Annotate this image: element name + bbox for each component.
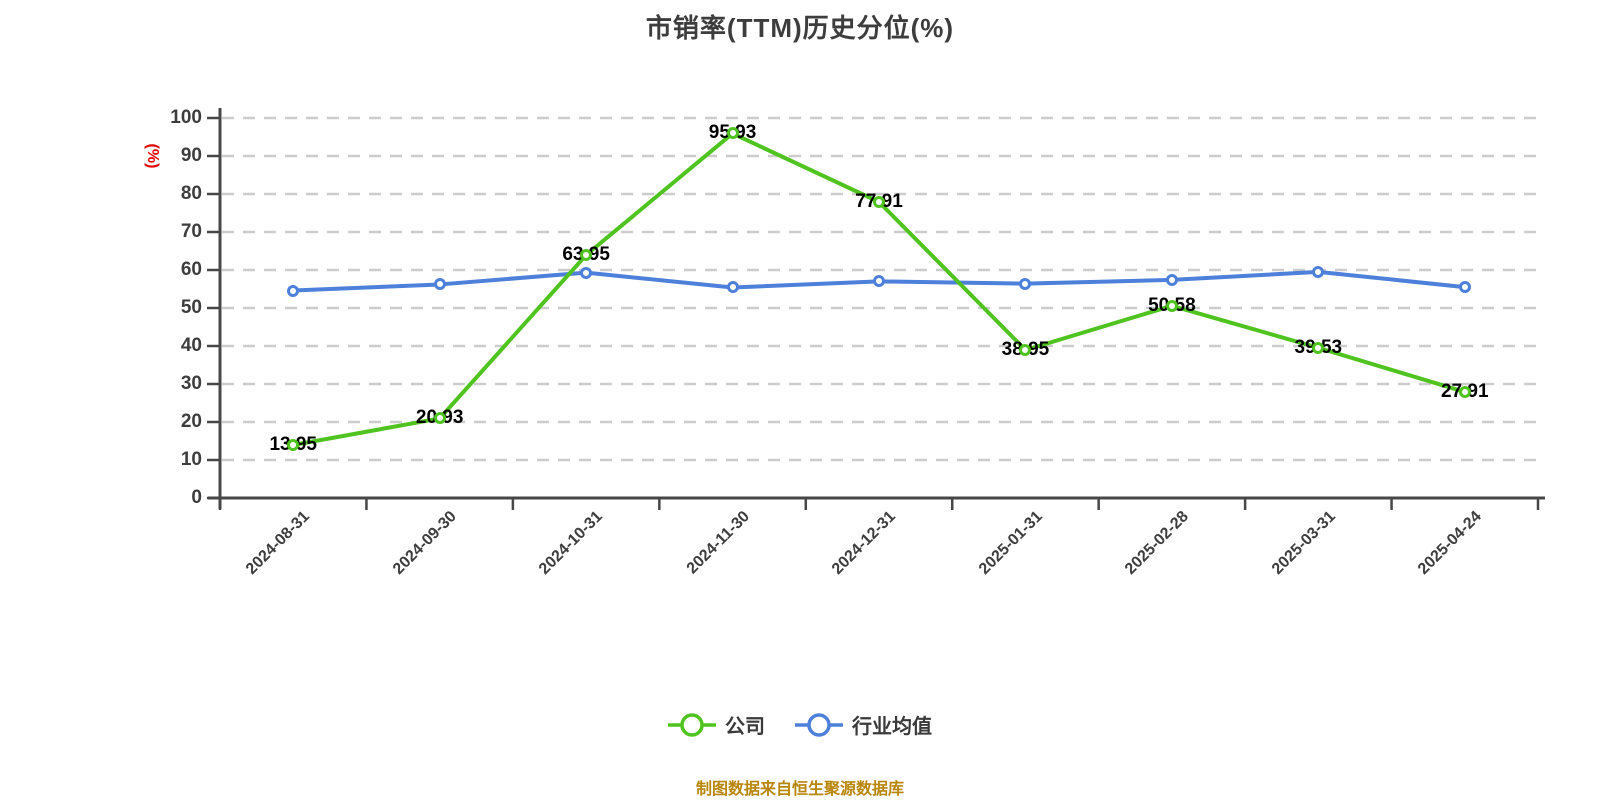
series-point-行业均值 xyxy=(873,275,885,288)
series-point-行业均值 xyxy=(1458,281,1471,294)
series-point-行业均值 xyxy=(1165,273,1178,286)
series-point-行业均值 xyxy=(287,284,300,297)
data-source-footnote: 制图数据来自恒生聚源数据库 xyxy=(695,781,904,798)
series-point-公司 xyxy=(580,248,593,261)
legend-marker-icon xyxy=(795,712,843,737)
legend-marker-icon xyxy=(668,712,716,737)
series-point-行业均值 xyxy=(1019,277,1032,290)
series-point-公司 xyxy=(1312,341,1325,354)
y-tick-label: 40 xyxy=(180,335,202,356)
series-point-公司 xyxy=(433,412,446,425)
series-point-公司 xyxy=(1019,343,1032,356)
y-tick-label: 30 xyxy=(180,373,202,394)
y-tick-label: 90 xyxy=(180,145,202,166)
series-point-公司 xyxy=(1165,299,1178,312)
y-tick-label: 20 xyxy=(180,411,202,432)
series-point-行业均值 xyxy=(726,281,739,294)
series-point-行业均值 xyxy=(580,266,593,279)
y-tick-label: 50 xyxy=(180,297,202,318)
series-point-公司 xyxy=(1458,385,1471,398)
legend: 公司 行业均值 xyxy=(0,710,1600,739)
legend-item-1[interactable]: 行业均值 xyxy=(795,710,932,739)
y-tick-label: 10 xyxy=(180,449,202,470)
legend-label: 行业均值 xyxy=(852,716,932,738)
legend-item-0[interactable]: 公司 xyxy=(668,710,765,739)
chart-title: 市销率(TTM)历史分位(%) xyxy=(645,13,955,43)
y-tick-label: 100 xyxy=(170,107,202,128)
y-tick-label: 70 xyxy=(180,221,202,242)
y-tick-label: 60 xyxy=(180,259,202,280)
series-point-公司 xyxy=(287,438,300,451)
y-tick-label: 0 xyxy=(191,487,202,508)
series-point-行业均值 xyxy=(1312,265,1325,278)
series-point-公司 xyxy=(873,195,885,208)
series-line-公司 xyxy=(291,131,1467,447)
series-point-公司 xyxy=(726,127,739,140)
legend-label: 公司 xyxy=(725,716,765,738)
series-point-行业均值 xyxy=(433,278,446,291)
y-tick-label: 80 xyxy=(180,183,202,204)
